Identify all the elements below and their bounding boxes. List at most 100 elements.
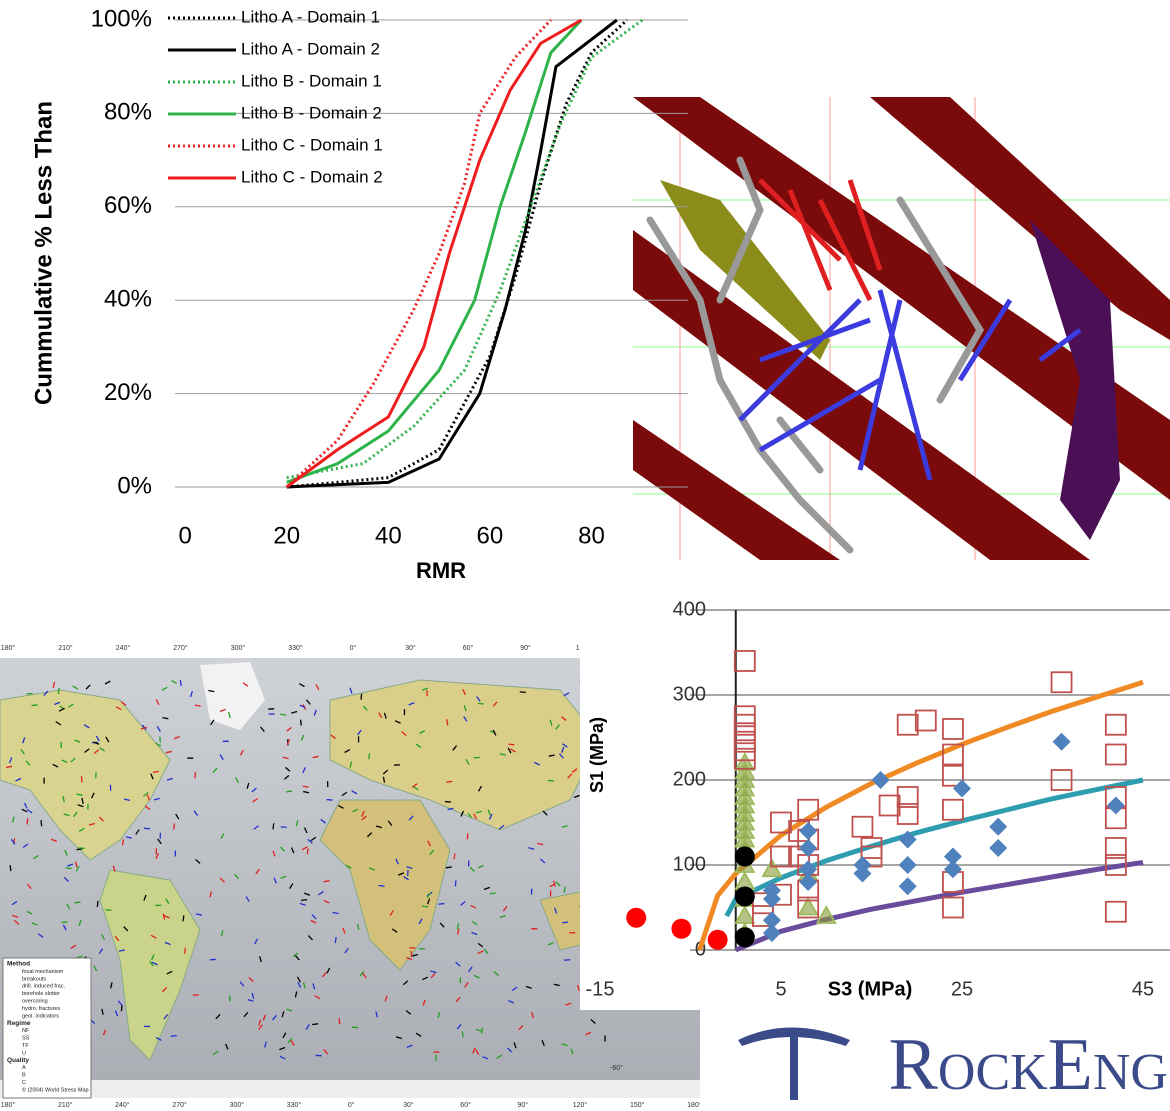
stress-tick bbox=[294, 955, 300, 961]
square-point bbox=[770, 845, 792, 868]
stress-tick bbox=[387, 820, 393, 827]
stress-tick bbox=[245, 896, 250, 902]
greenland bbox=[200, 662, 265, 730]
stress-tick bbox=[195, 913, 202, 916]
stress-tick bbox=[215, 1014, 221, 1020]
square-point bbox=[942, 896, 964, 919]
stress-tick bbox=[301, 846, 308, 851]
stress-tick bbox=[395, 858, 399, 865]
stress-tick bbox=[88, 822, 96, 826]
stress-tick bbox=[418, 918, 423, 925]
stress-tick bbox=[307, 838, 313, 844]
stress-tick bbox=[189, 691, 194, 698]
stress-tick bbox=[302, 785, 309, 788]
stress-tick bbox=[104, 680, 111, 685]
stress-tick bbox=[74, 901, 81, 904]
x-tick-label: 25 bbox=[951, 978, 973, 1000]
square-point bbox=[797, 798, 820, 821]
stress-tick bbox=[76, 955, 83, 959]
stress-tick bbox=[492, 701, 498, 707]
diamond-point bbox=[943, 847, 962, 866]
stress-tick bbox=[32, 854, 39, 860]
stress-tick bbox=[195, 858, 201, 864]
y-tick-label: 20% bbox=[104, 379, 152, 406]
stress-tick bbox=[251, 787, 257, 793]
stress-tick bbox=[67, 863, 74, 867]
stress-tick bbox=[163, 914, 170, 919]
y-tick-label: 400 bbox=[673, 598, 706, 620]
stress-tick bbox=[362, 972, 367, 979]
legend-label: Litho B - Domain 2 bbox=[241, 103, 382, 122]
stress-tick bbox=[306, 848, 309, 855]
stress-tick bbox=[502, 905, 508, 912]
stress-tick bbox=[294, 991, 298, 998]
drillholes bbox=[758, 178, 883, 302]
stress-tick bbox=[70, 757, 76, 763]
stress-tick bbox=[460, 900, 466, 906]
stress-tick bbox=[446, 780, 453, 783]
x-tick-label: 60 bbox=[477, 522, 504, 549]
stress-tick bbox=[239, 749, 244, 756]
stress-tick bbox=[359, 970, 365, 977]
stress-tick bbox=[561, 825, 568, 828]
stress-tick bbox=[313, 709, 317, 716]
stress-tick bbox=[299, 704, 306, 709]
y-tick-label: 200 bbox=[673, 768, 706, 790]
stress-tick bbox=[95, 735, 100, 742]
stress-tick bbox=[210, 719, 215, 726]
stress-tick bbox=[65, 867, 72, 870]
diamond-point bbox=[1106, 796, 1125, 815]
stress-tick bbox=[272, 850, 276, 857]
stress-tick bbox=[102, 1029, 107, 1036]
stress-tick bbox=[303, 827, 308, 834]
stress-tick bbox=[462, 689, 467, 696]
stress-tick bbox=[74, 739, 81, 743]
map-legend-text: borehole slotter bbox=[22, 991, 60, 997]
stress-tick bbox=[338, 1017, 341, 1025]
stress-tick bbox=[406, 1044, 413, 1049]
stress-tick bbox=[146, 794, 150, 801]
stress-tick bbox=[341, 791, 348, 797]
diamond-point bbox=[799, 860, 818, 879]
stress-tick bbox=[175, 813, 180, 820]
stress-tick bbox=[561, 716, 567, 721]
stress-tick bbox=[421, 905, 429, 908]
square-point bbox=[770, 811, 792, 834]
stress-tick bbox=[63, 813, 70, 817]
stress-tick bbox=[112, 865, 116, 872]
stress-tick bbox=[219, 708, 226, 713]
diamond-point bbox=[762, 911, 781, 930]
y-tick-label: 100 bbox=[673, 853, 706, 875]
stress-tick bbox=[121, 839, 125, 846]
stress-tick bbox=[453, 853, 456, 860]
stress-tick bbox=[246, 782, 250, 789]
stress-tick bbox=[480, 1027, 484, 1034]
stress-tick bbox=[22, 737, 26, 744]
diamond-point bbox=[799, 839, 818, 857]
stress-tick bbox=[311, 914, 317, 920]
stress-tick bbox=[140, 726, 147, 730]
stress-tick bbox=[10, 838, 16, 845]
square-point bbox=[860, 837, 883, 859]
stress-tick bbox=[366, 832, 373, 838]
map-legend-text: U bbox=[22, 1050, 26, 1056]
stress-tick bbox=[64, 849, 68, 856]
stress-tick bbox=[326, 967, 331, 974]
scatter-background bbox=[580, 590, 1170, 1010]
stress-tick bbox=[476, 696, 481, 702]
square-point bbox=[733, 747, 756, 770]
stress-tick bbox=[300, 734, 305, 741]
stress-tick bbox=[298, 682, 305, 688]
stress-tick bbox=[74, 861, 78, 868]
stress-tick bbox=[330, 734, 336, 740]
stress-tick bbox=[415, 743, 422, 749]
stress-tick bbox=[305, 699, 311, 705]
stress-tick bbox=[563, 692, 570, 697]
stress-tick bbox=[302, 767, 306, 774]
stress-tick bbox=[114, 1010, 119, 1017]
stress-tick bbox=[487, 809, 491, 816]
stress-tick bbox=[548, 754, 555, 757]
stress-tick bbox=[422, 999, 426, 1006]
stress-tick bbox=[247, 998, 254, 1002]
stress-tick bbox=[120, 1005, 123, 1012]
